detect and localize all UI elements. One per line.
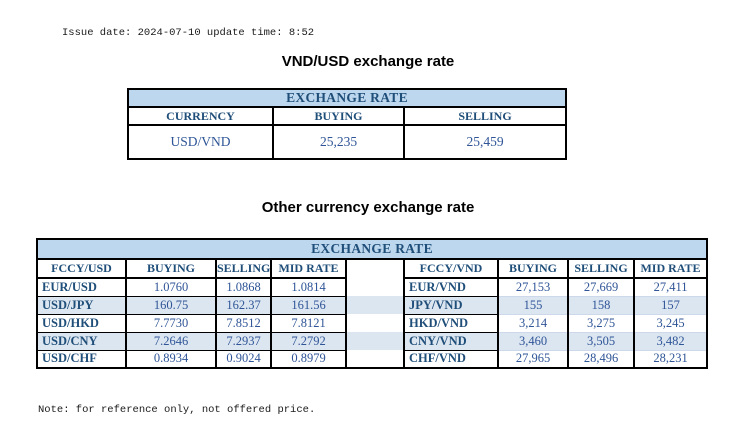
spacer-cell — [345, 259, 405, 278]
buying-rate-cell: 27,965 — [497, 350, 569, 369]
mid-rate-cell: 0.8979 — [270, 349, 347, 369]
selling-rate-cell: 7.2937 — [215, 331, 272, 351]
column-header-row: CURRENCY BUYING SELLING — [127, 106, 567, 126]
spacer-cell — [345, 332, 405, 350]
other-currency-table-title: Other currency exchange rate — [261, 199, 475, 216]
mid-rate-cell: 3,245 — [632, 314, 709, 333]
buying-rate-cell: 160.75 — [125, 295, 217, 315]
currency-pair-cell: JPY/VND — [403, 295, 499, 315]
selling-rate-cell: 27,669 — [567, 278, 635, 297]
selling-rate-cell: 7.8512 — [215, 313, 272, 333]
selling-rate-cell: 3,505 — [567, 332, 635, 351]
currency-pair-cell: USD/CHF — [36, 349, 127, 369]
column-header-fccy-usd: FCCY/USD — [36, 258, 127, 279]
table-main-header: EXCHANGE RATE — [35, 238, 709, 260]
currency-pair-cell: EUR/VND — [403, 277, 499, 297]
buying-rate-cell: 7.7730 — [125, 313, 217, 333]
buying-rate-cell: 25,235 — [272, 124, 405, 160]
spacer-cell — [345, 314, 405, 332]
mid-rate-cell: 7.2792 — [270, 331, 347, 351]
column-header-fccy-vnd: FCCY/VND — [403, 258, 499, 279]
currency-pair-cell: HKD/VND — [403, 313, 499, 333]
spacer-cell — [345, 278, 405, 296]
table-header-row: EXCHANGE RATE — [35, 238, 709, 260]
currency-pair-cell: EUR/USD — [36, 277, 127, 297]
currency-pair-cell: USD/HKD — [36, 313, 127, 333]
selling-rate-cell: 158 — [567, 296, 635, 315]
disclaimer-note: Note: for reference only, not offered pr… — [38, 404, 316, 416]
currency-pair-cell: USD/CNY — [36, 331, 127, 351]
table-main-header: EXCHANGE RATE — [127, 88, 567, 108]
selling-rate-cell: 1.0868 — [215, 277, 272, 297]
table-row: USD/VND 25,235 25,459 — [127, 124, 567, 160]
selling-rate-cell: 3,275 — [567, 314, 635, 333]
spacer-cell — [345, 350, 405, 368]
selling-rate-cell: 0.9024 — [215, 349, 272, 369]
usd-vnd-table-title: VND/USD exchange rate — [281, 53, 455, 70]
mid-rate-cell: 3,482 — [632, 332, 709, 351]
buying-rate-cell: 1.0760 — [125, 277, 217, 297]
buying-rate-cell: 155 — [497, 296, 569, 315]
table-row: USD/HKD 7.7730 7.8512 7.8121 HKD/VND 3,2… — [36, 313, 709, 333]
buying-rate-cell: 0.8934 — [125, 349, 217, 369]
currency-pair-cell: USD/JPY — [36, 295, 127, 315]
column-header-selling-vnd: SELLING — [567, 258, 635, 279]
buying-rate-cell: 7.2646 — [125, 331, 217, 351]
mid-rate-cell: 28,231 — [632, 350, 709, 369]
mid-rate-cell: 157 — [632, 296, 709, 315]
column-header-row: FCCY/USD BUYING SELLING MID RATE FCCY/VN… — [36, 258, 709, 279]
column-header-currency: CURRENCY — [127, 106, 274, 126]
column-header-selling: SELLING — [403, 106, 567, 126]
usd-vnd-rate-table: EXCHANGE RATE CURRENCY BUYING SELLING US… — [127, 88, 567, 160]
spacer-cell — [345, 296, 405, 314]
other-currency-rate-table: EXCHANGE RATE FCCY/USD BUYING SELLING MI… — [35, 238, 709, 369]
buying-rate-cell: 3,214 — [497, 314, 569, 333]
mid-rate-cell: 161.56 — [270, 295, 347, 315]
table-row: USD/CHF 0.8934 0.9024 0.8979 CHF/VND 27,… — [36, 349, 709, 369]
column-header-buying-usd: BUYING — [125, 258, 217, 279]
column-header-midrate-vnd: MID RATE — [632, 258, 709, 279]
column-header-selling-usd: SELLING — [215, 258, 272, 279]
column-header-midrate-usd: MID RATE — [270, 258, 347, 279]
mid-rate-cell: 7.8121 — [270, 313, 347, 333]
column-header-buying: BUYING — [272, 106, 405, 126]
table-header-row: EXCHANGE RATE — [127, 88, 567, 108]
currency-pair-cell: CNY/VND — [403, 331, 499, 351]
table-row: USD/CNY 7.2646 7.2937 7.2792 CNY/VND 3,4… — [36, 331, 709, 351]
currency-pair-cell: USD/VND — [127, 124, 274, 160]
mid-rate-cell: 1.0814 — [270, 277, 347, 297]
mid-rate-cell: 27,411 — [632, 278, 709, 297]
currency-pair-cell: CHF/VND — [403, 349, 499, 369]
selling-rate-cell: 25,459 — [403, 124, 567, 160]
column-header-buying-vnd: BUYING — [497, 258, 569, 279]
table-row: EUR/USD 1.0760 1.0868 1.0814 EUR/VND 27,… — [36, 277, 709, 297]
buying-rate-cell: 27,153 — [497, 278, 569, 297]
selling-rate-cell: 28,496 — [567, 350, 635, 369]
buying-rate-cell: 3,460 — [497, 332, 569, 351]
selling-rate-cell: 162.37 — [215, 295, 272, 315]
table-row: USD/JPY 160.75 162.37 161.56 JPY/VND 155… — [36, 295, 709, 315]
issue-date-line: Issue date: 2024-07-10 update time: 8:52 — [62, 27, 315, 39]
